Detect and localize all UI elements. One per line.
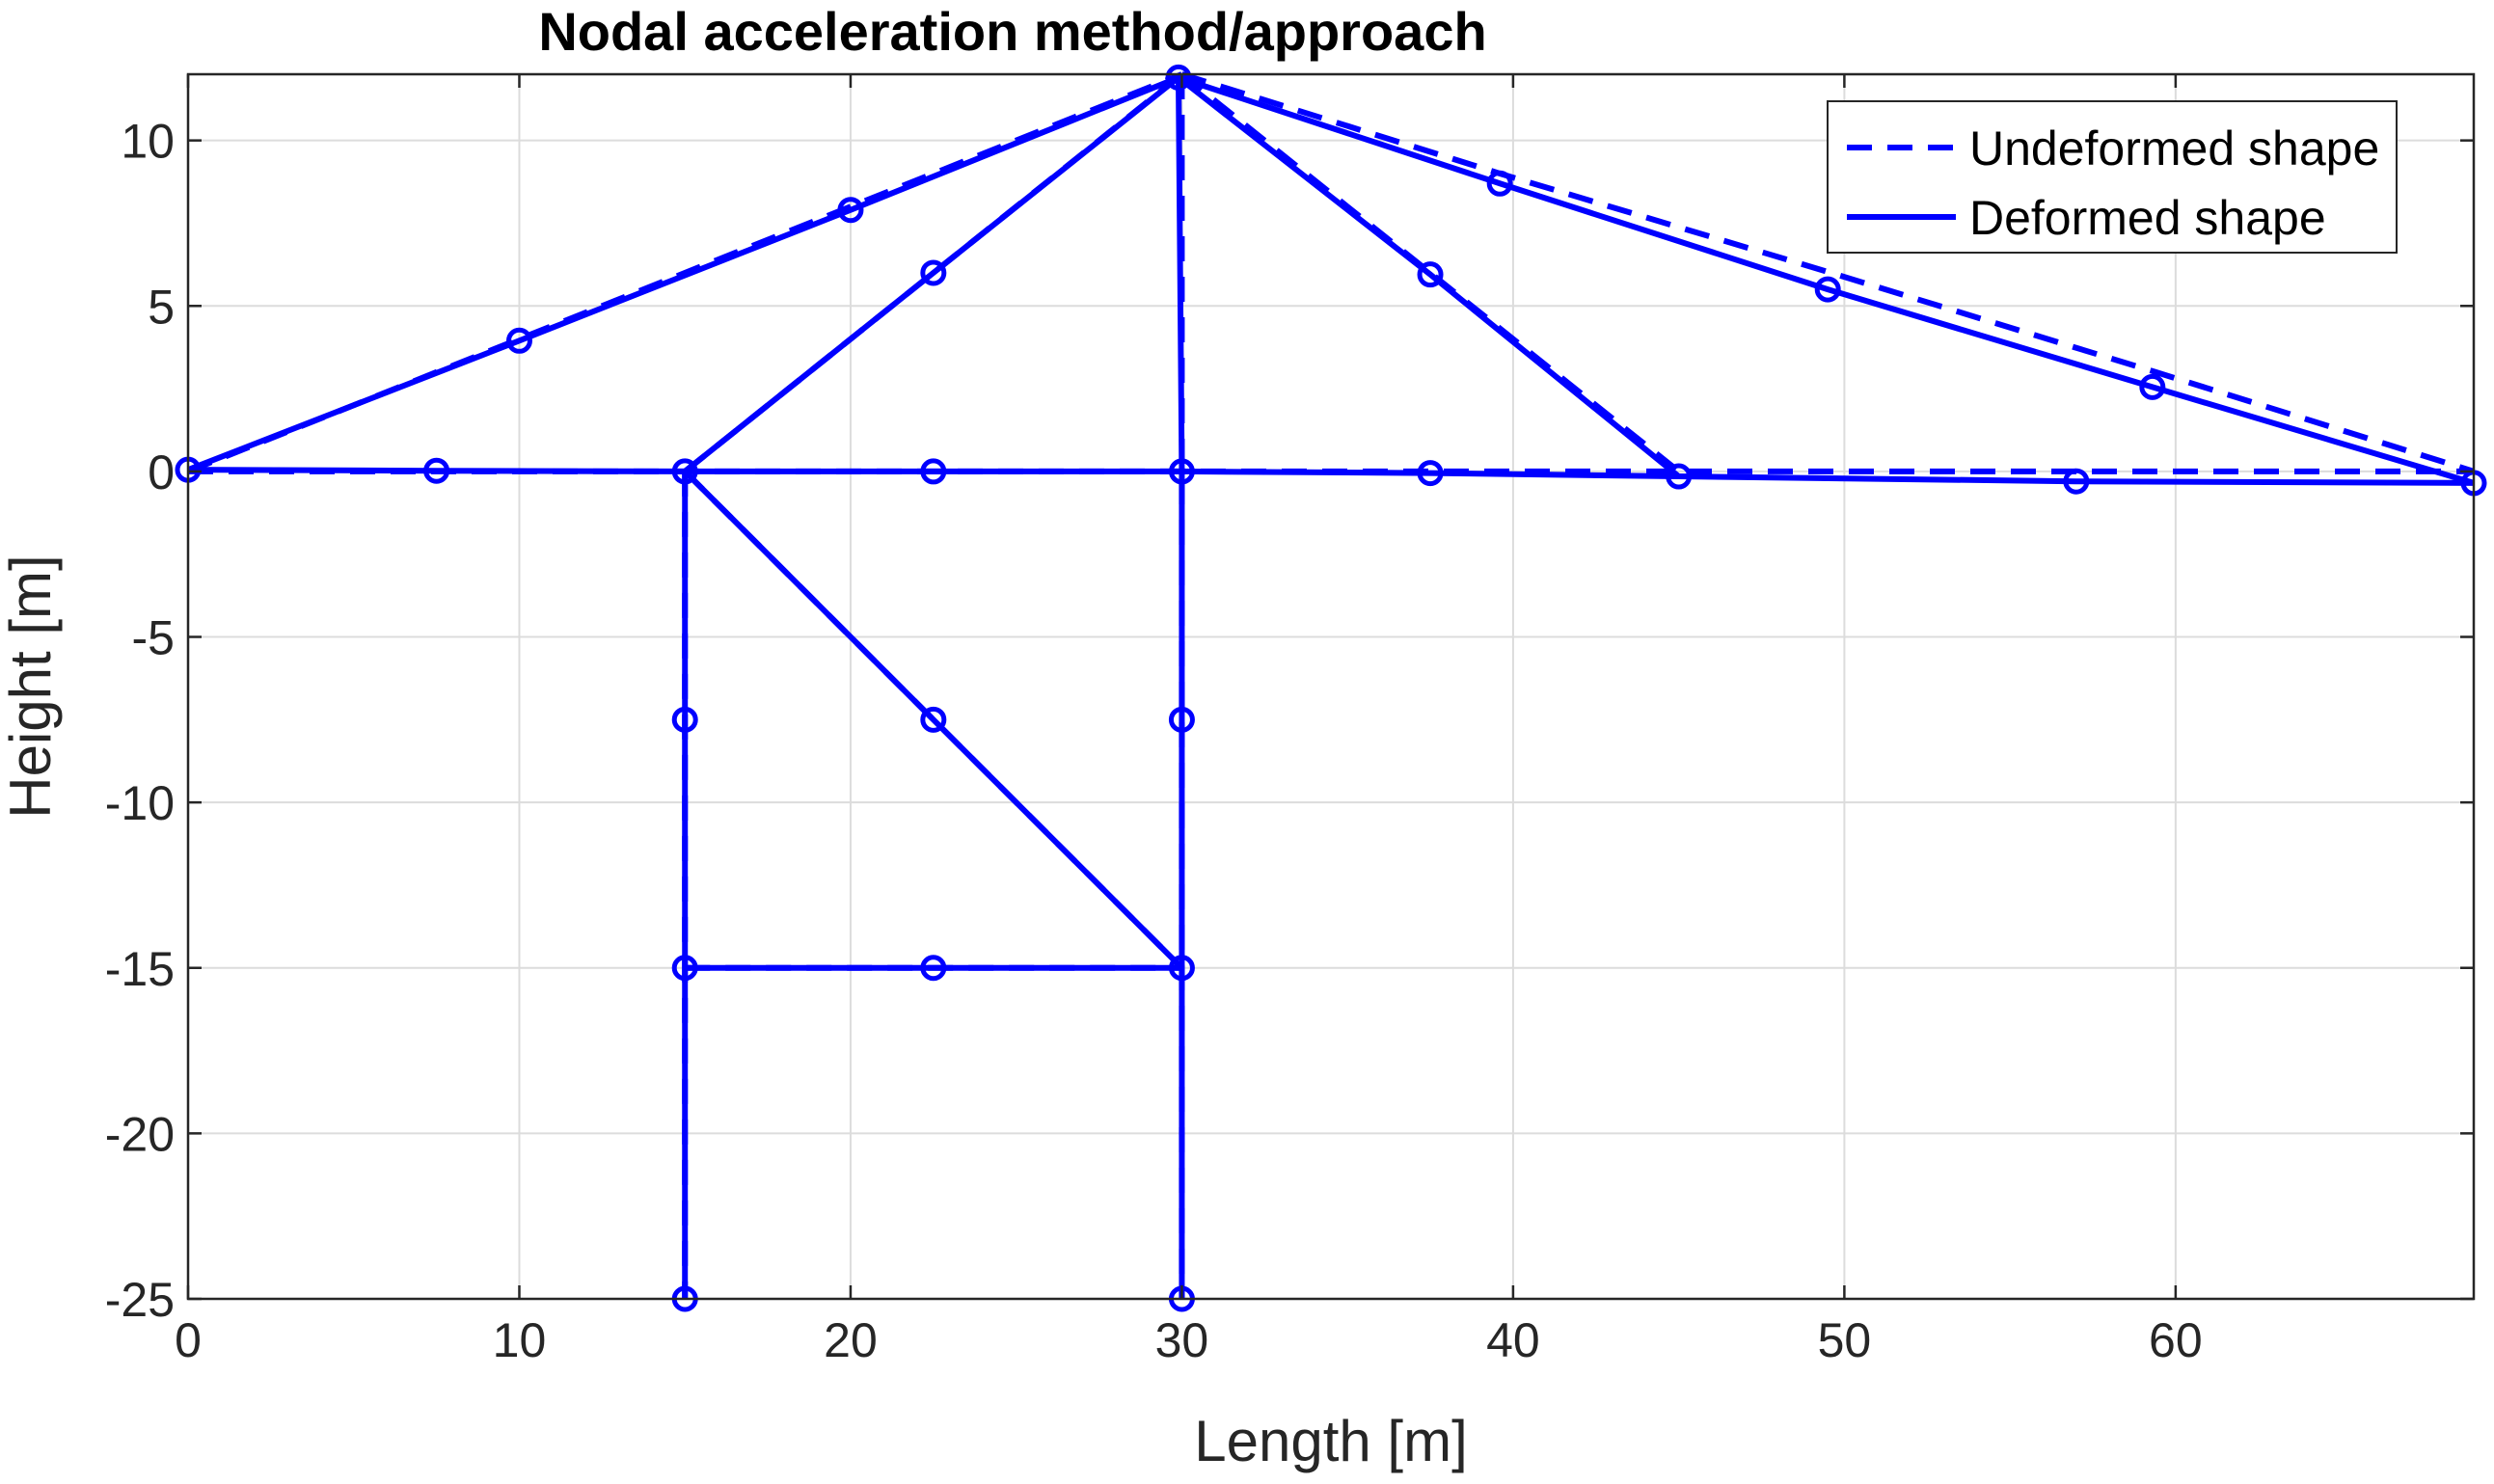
- x-axis-label: Length [m]: [1194, 1409, 1468, 1473]
- node-marker: [423, 457, 450, 484]
- node-marker: [920, 458, 947, 485]
- series-line: [683, 469, 1184, 970]
- node-marker: [1486, 170, 1513, 197]
- y-tick-label: 5: [148, 280, 175, 334]
- x-tick-label: 20: [824, 1313, 878, 1367]
- node-marker: [1168, 955, 1195, 982]
- y-tick-label: -5: [132, 611, 175, 665]
- node-marker: [1165, 64, 1192, 91]
- node-marker: [671, 458, 698, 485]
- node-marker: [2139, 373, 2166, 400]
- x-tick-label: 50: [1818, 1313, 1872, 1367]
- node-marker: [920, 259, 947, 286]
- series-line: [1179, 71, 1681, 474]
- y-tick-label: -20: [105, 1107, 175, 1161]
- x-tick-label: 30: [1155, 1313, 1209, 1367]
- tick-labels: 0 10 20 30 40 50 60 -25 -20 -15 -10 -5 0 5 10: [105, 74, 2474, 1367]
- node-marker: [1814, 276, 1841, 303]
- node-marker: [837, 197, 864, 224]
- series-line: [1178, 74, 2475, 486]
- node-marker: [920, 955, 947, 982]
- series-line: [1180, 71, 2475, 474]
- x-tick-label: 0: [175, 1313, 202, 1367]
- x-tick-label: 60: [2149, 1313, 2203, 1367]
- node-marker: [671, 955, 698, 982]
- chart-title: Nodal acceleration method/approach: [538, 1, 1486, 62]
- series-line: [683, 75, 1180, 474]
- node-marker: [1666, 463, 1693, 490]
- series-line: [1177, 75, 1681, 479]
- legend-entry-undeformed: Undeformed shape: [1969, 121, 2379, 175]
- axes-box: [186, 72, 2476, 1301]
- node-marker: [1417, 460, 1444, 487]
- node-marker: [2063, 468, 2090, 495]
- y-tick-label: -10: [105, 776, 175, 830]
- y-tick-label: 10: [121, 115, 175, 169]
- series-deformed: [175, 64, 2487, 1312]
- legend: Undeformed shape Deformed shape: [1827, 100, 2398, 254]
- node-marker: [920, 706, 947, 733]
- node-marker: [1168, 706, 1195, 733]
- y-tick-label: -15: [105, 942, 175, 996]
- legend-entry-deformed: Deformed shape: [1969, 191, 2326, 245]
- plot-area: [175, 64, 2487, 1312]
- y-tick-label: -25: [105, 1273, 175, 1327]
- x-tick-label: 40: [1486, 1313, 1540, 1367]
- legend-box: [1827, 100, 2398, 254]
- x-tick-label: 10: [493, 1313, 547, 1367]
- series-line: [1176, 77, 1185, 1299]
- node-marker: [1168, 458, 1195, 485]
- node-marker: [1417, 261, 1444, 288]
- y-tick-label: 0: [148, 445, 175, 499]
- node-marker: [505, 327, 532, 354]
- y-axis-label: Height [m]: [0, 554, 63, 818]
- node-marker: [671, 706, 698, 733]
- series-line: [186, 74, 1180, 472]
